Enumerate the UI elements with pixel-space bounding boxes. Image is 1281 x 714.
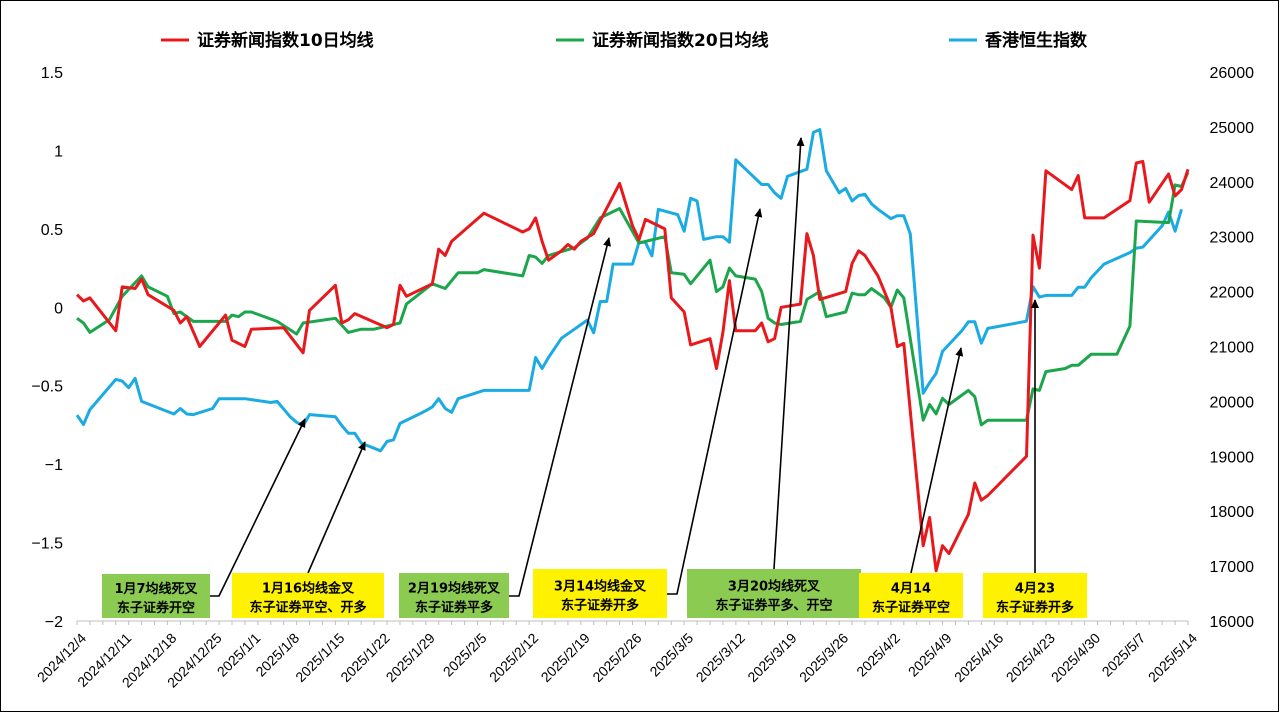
series-line-hsi bbox=[75, 128, 1183, 453]
y-left-tick-label: −1 bbox=[45, 457, 63, 474]
legend-label-hsi: 香港恒生指数 bbox=[985, 30, 1088, 51]
x-tick-label: 2025/3/5 bbox=[646, 630, 696, 680]
y-left-tick-label: −2 bbox=[45, 614, 63, 631]
annotation-line1: 4月23 bbox=[1015, 582, 1055, 597]
y-right-tick-label: 25000 bbox=[1210, 120, 1255, 137]
x-tick-label: 2025/4/30 bbox=[1048, 630, 1104, 686]
annotation-line2: 东子证券开多 bbox=[561, 598, 639, 614]
x-tick-label: 2025/5/14 bbox=[1145, 630, 1201, 686]
x-tick-label: 2025/5/7 bbox=[1099, 630, 1149, 680]
annotation-line2: 东子证券平多 bbox=[415, 600, 493, 616]
y-left-tick-label: 1.5 bbox=[41, 65, 63, 82]
y-left-tick-label: 0 bbox=[54, 300, 63, 317]
y-left-tick-label: 1 bbox=[54, 143, 63, 160]
y-right-tick-label: 22000 bbox=[1210, 285, 1255, 302]
annotation-arrow bbox=[509, 237, 611, 597]
annotation-line2: 东子证券开多 bbox=[996, 600, 1074, 616]
annotation-box bbox=[983, 573, 1087, 618]
x-tick-label: 2025/4/2 bbox=[853, 630, 903, 680]
x-tick-label: 2025/3/12 bbox=[693, 630, 749, 686]
y-left-tick-label: 0.5 bbox=[41, 222, 63, 239]
annotation-6: 4月14 东子证券平空 bbox=[859, 347, 964, 618]
annotation-line1: 1月7均线死叉 bbox=[114, 581, 198, 597]
legend-label-ma20: 证券新闻指数20日均线 bbox=[592, 30, 769, 51]
annotation-arrow bbox=[773, 137, 805, 570]
annotation-line1: 4月14 bbox=[891, 582, 931, 597]
annotation-line1: 3月20均线死叉 bbox=[728, 579, 821, 595]
y-left-tick-label: −0.5 bbox=[31, 379, 63, 396]
annotation-line1: 3月14均线金叉 bbox=[554, 579, 647, 595]
annotation-arrow bbox=[667, 208, 763, 595]
annotation-box bbox=[859, 573, 963, 618]
x-tick-label: 2025/2/19 bbox=[538, 630, 594, 686]
x-tick-label: 2025/3/26 bbox=[796, 630, 852, 686]
x-tick-label: 2025/4/9 bbox=[905, 630, 955, 680]
series-line-ma20 bbox=[76, 171, 1190, 427]
annotation-line2: 东子证券开空 bbox=[117, 600, 195, 616]
annotation-line1: 1月16均线金叉 bbox=[262, 581, 355, 597]
y-right-tick-label: 24000 bbox=[1210, 175, 1255, 192]
series-layer bbox=[75, 128, 1190, 573]
annotation-box bbox=[687, 569, 861, 618]
legend: 证券新闻指数10日均线 证券新闻指数20日均线 香港恒生指数 bbox=[161, 30, 1088, 51]
annotation-line2: 东子证券平空、开多 bbox=[249, 600, 366, 616]
y-right-tick-label: 16000 bbox=[1210, 614, 1255, 631]
right-y-axis: 26000 25000 24000 23000 22000 21000 20000 19000… bbox=[1210, 65, 1255, 631]
annotation-arrow bbox=[210, 418, 306, 597]
annotation-box bbox=[399, 573, 509, 618]
annotation-line2: 东子证券平多、开空 bbox=[715, 598, 832, 614]
annotation-arrow bbox=[307, 441, 366, 574]
y-right-tick-label: 20000 bbox=[1210, 394, 1255, 411]
legend-label-ma10: 证券新闻指数10日均线 bbox=[197, 30, 374, 51]
y-left-tick-label: −1.5 bbox=[31, 536, 63, 553]
annotation-box bbox=[232, 573, 384, 618]
x-tick-label: 2025/2/26 bbox=[589, 630, 645, 686]
annotation-line2: 东子证券平空 bbox=[872, 600, 950, 616]
y-right-tick-label: 23000 bbox=[1210, 230, 1255, 247]
left-y-axis: 1.5 1 0.5 0 −0.5 −1 −1.5 −2 bbox=[31, 65, 63, 631]
x-tick-label: 2025/4/16 bbox=[951, 630, 1007, 686]
annotation-arrow bbox=[910, 347, 964, 574]
y-right-tick-label: 17000 bbox=[1210, 559, 1255, 576]
annotation-box bbox=[533, 569, 667, 618]
y-right-tick-label: 18000 bbox=[1210, 504, 1255, 521]
annotation-box bbox=[102, 574, 210, 618]
x-axis: 2024/12/42024/12/112024/12/182024/12/252… bbox=[34, 620, 1201, 691]
x-tick-label: 2025/1/29 bbox=[383, 630, 439, 686]
x-tick-label: 2025/2/5 bbox=[440, 630, 490, 680]
x-tick-label: 2025/2/12 bbox=[486, 630, 542, 686]
annotation-line1: 2月19均线死叉 bbox=[408, 581, 501, 597]
y-right-tick-label: 19000 bbox=[1210, 449, 1255, 466]
y-right-tick-label: 26000 bbox=[1210, 65, 1255, 82]
series-line-ma10 bbox=[75, 159, 1190, 573]
annotation-7: 4月23 东子证券开多 bbox=[983, 299, 1087, 618]
x-tick-label: 2025/3/19 bbox=[744, 630, 800, 686]
annotation-layer: 1月7均线死叉东子证券开空1月16均线金叉东子证券平空、开多2月19均线死叉东子… bbox=[102, 137, 1087, 618]
y-right-tick-label: 21000 bbox=[1210, 340, 1255, 357]
